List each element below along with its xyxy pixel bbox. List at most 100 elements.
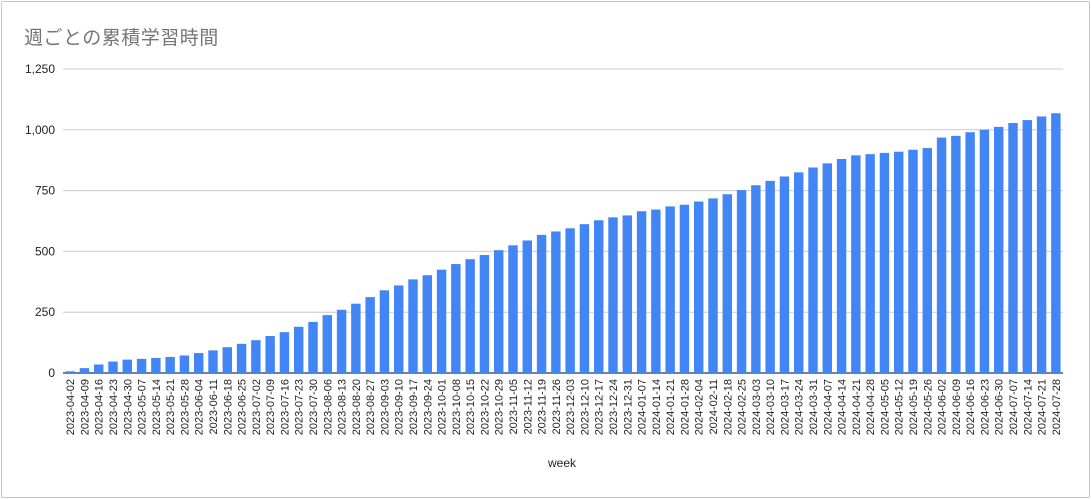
bar[interactable]	[765, 180, 775, 373]
bar[interactable]	[179, 355, 190, 373]
bar[interactable]	[665, 206, 675, 373]
x-tick-label: 2024-05-05	[879, 379, 891, 435]
bar[interactable]	[522, 240, 532, 373]
bar[interactable]	[208, 350, 218, 373]
bar[interactable]	[322, 315, 332, 373]
bar[interactable]	[394, 285, 404, 373]
x-tick-label: 2024-06-30	[994, 379, 1006, 435]
bar[interactable]	[479, 255, 490, 373]
bar[interactable]	[1051, 113, 1061, 373]
x-tick-label: 2024-06-02	[937, 379, 949, 435]
bar[interactable]	[294, 326, 304, 373]
bar[interactable]	[1036, 116, 1047, 374]
x-tick-label: 2023-09-17	[408, 379, 420, 435]
x-tick-label: 2023-07-02	[251, 379, 263, 435]
x-tick-label: 2023-04-09	[79, 379, 91, 435]
x-tick-label: 2024-04-21	[851, 379, 863, 435]
bar[interactable]	[465, 259, 475, 373]
x-tick-label: 2024-02-25	[737, 379, 749, 435]
bar[interactable]	[836, 158, 847, 373]
bar[interactable]	[694, 201, 704, 373]
bar[interactable]	[936, 137, 947, 373]
bar[interactable]	[122, 359, 132, 373]
bar[interactable]	[851, 155, 861, 373]
bar[interactable]	[579, 224, 590, 373]
bar[interactable]	[794, 172, 804, 373]
bar[interactable]	[408, 279, 418, 373]
x-tick-label: 2024-03-10	[765, 379, 777, 435]
bar[interactable]	[708, 198, 718, 373]
bar[interactable]	[165, 356, 175, 373]
x-tick-label: 2024-03-03	[751, 379, 763, 435]
bar[interactable]	[979, 129, 990, 373]
bar[interactable]	[565, 228, 575, 373]
bar[interactable]	[808, 167, 818, 374]
x-tick-label: 2023-12-31	[622, 379, 634, 435]
bar[interactable]	[79, 368, 90, 373]
bar[interactable]	[722, 194, 732, 373]
bar[interactable]	[551, 231, 561, 373]
bar[interactable]	[451, 264, 461, 373]
bar[interactable]	[194, 353, 204, 373]
bar[interactable]	[879, 152, 890, 373]
bar[interactable]	[365, 297, 375, 373]
bar[interactable]	[894, 151, 904, 373]
bar[interactable]	[636, 211, 647, 373]
bar[interactable]	[222, 347, 232, 373]
bar[interactable]	[236, 343, 247, 373]
y-tick-label: 0	[48, 366, 55, 380]
bar[interactable]	[265, 336, 275, 373]
bar[interactable]	[436, 269, 447, 373]
x-tick-label: 2023-09-10	[394, 379, 406, 435]
bar[interactable]	[336, 309, 347, 373]
bar[interactable]	[908, 149, 918, 373]
bar[interactable]	[951, 135, 961, 373]
bar[interactable]	[965, 132, 975, 373]
bar[interactable]	[508, 245, 518, 373]
bar[interactable]	[351, 303, 361, 373]
bar[interactable]	[994, 126, 1004, 373]
x-axis-ticks: 2023-04-02 2023-04-09 2023-04-16 2023-04-23…	[65, 379, 1063, 435]
bar[interactable]	[679, 204, 690, 373]
x-tick-label: 2024-05-26	[922, 379, 934, 435]
x-tick-label: 2023-07-09	[265, 379, 277, 435]
x-tick-label: 2023-05-21	[165, 379, 177, 435]
bar[interactable]	[865, 154, 875, 373]
bar[interactable]	[779, 176, 790, 373]
bar[interactable]	[494, 250, 504, 373]
x-tick-label: 2023-12-10	[579, 379, 591, 435]
bar[interactable]	[251, 340, 261, 373]
x-tick-label: 2023-06-04	[194, 379, 206, 435]
bar[interactable]	[151, 357, 161, 373]
x-tick-label: 2023-07-16	[279, 379, 291, 435]
bar[interactable]	[822, 163, 832, 373]
y-tick-label: 250	[35, 305, 55, 319]
bar[interactable]	[608, 217, 618, 373]
x-tick-label: 2024-05-12	[894, 379, 906, 435]
bar[interactable]	[108, 361, 118, 373]
x-tick-label: 2024-01-21	[665, 379, 677, 435]
bar[interactable]	[379, 290, 390, 373]
x-tick-label: 2023-08-06	[322, 379, 334, 435]
bar[interactable]	[65, 371, 75, 373]
bar[interactable]	[308, 321, 318, 373]
bar[interactable]	[1022, 120, 1032, 373]
x-tick-label: 2023-07-23	[294, 379, 306, 435]
bar[interactable]	[651, 209, 661, 373]
bar[interactable]	[1008, 122, 1018, 374]
bar[interactable]	[922, 148, 932, 373]
x-tick-label: 2024-07-07	[1008, 379, 1020, 435]
bar[interactable]	[422, 275, 432, 373]
bar[interactable]	[94, 364, 104, 373]
bar[interactable]	[594, 220, 604, 373]
bar[interactable]	[751, 185, 761, 373]
bar[interactable]	[622, 215, 632, 373]
bar[interactable]	[136, 358, 147, 373]
bar[interactable]	[279, 332, 290, 373]
bar[interactable]	[536, 234, 547, 373]
y-axis-ticks: 0 250 500 750 1,000 1,250	[25, 62, 55, 380]
x-tick-label: 2024-07-21	[1037, 379, 1049, 435]
x-tick-label: 2024-01-07	[637, 379, 649, 435]
bar[interactable]	[736, 190, 747, 373]
